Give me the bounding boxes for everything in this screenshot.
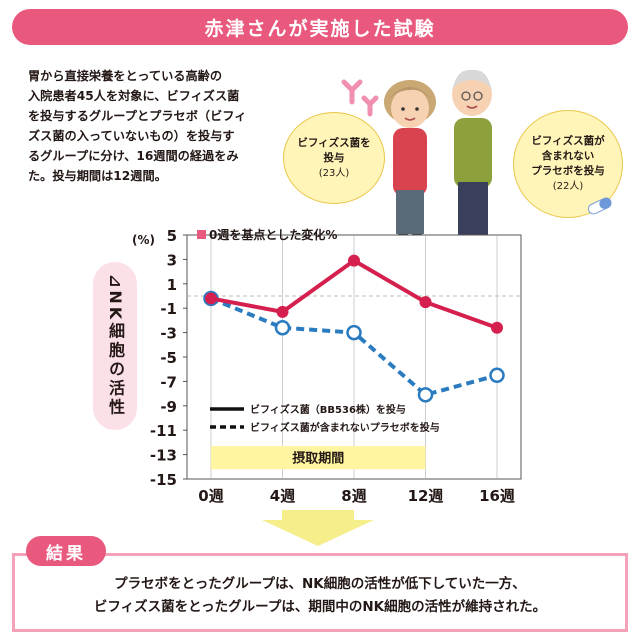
y-tick-label: -3 [160,325,177,343]
intro-line: 入院患者45人を対象に、ビフィズス菌 [28,89,240,103]
result-box: プラセボをとったグループは、NK細胞の活性が低下していた一方、 ビフィズス菌をと… [12,553,628,632]
legend: ビフィズス菌（BB536株）を投与 ビフィズス菌が含まれないプラセボを投与 [210,403,440,434]
bacteria-icon [341,79,379,117]
legend-title: 0週を基点とした変化% [209,227,337,242]
legend-swatch [197,230,206,239]
x-tick-label: 4週 [270,487,295,505]
intake-period-band [211,446,426,470]
x-tick-label: 8週 [341,487,366,505]
x-tick-label: 0週 [198,487,223,505]
bubble-right-line3: プラセボを投与 [531,165,605,177]
y-tick-label: 3 [167,251,177,269]
bubble-right-count: (22人) [552,181,584,192]
result-label-text: 結果 [46,543,86,564]
bubble-left-line1: ビフィズス菌を [297,136,371,149]
page-title: 赤津さんが実施した試験 [204,17,436,40]
down-arrow-icon [262,510,374,546]
bubble-right-line1: ビフィズス菌が [531,135,605,147]
result-line: ビフィズス菌をとったグループは、期間中のNK細胞の活性が維持された。 [93,598,547,615]
data-point [346,324,362,341]
bubble-bifidus-group: ビフィズス菌を 投与 (23人) [283,112,385,204]
data-point [205,292,217,305]
legend-series-1: ビフィズス菌（BB536株）を投与 [250,403,406,416]
y-tick-label: -5 [160,349,177,367]
result-line: プラセボをとったグループは、NK細胞の活性が低下していた一方、 [114,575,526,592]
y-tick-label: 1 [167,276,177,294]
intro-line: ズス菌の入っていないもの）を投与す [28,129,235,143]
y-axis-title-text: ⊿NK細胞の活性 [106,274,125,418]
y-tick-label: -11 [150,422,177,440]
y-tick-label: -7 [160,373,177,391]
grid-layer [187,235,521,479]
man-figure [452,69,492,243]
elderly-couple-illustration [341,69,492,243]
y-tick-label: -1 [160,300,177,318]
series-layer [203,254,505,403]
result-label: 結果 [26,536,106,566]
legend-series-2: ビフィズス菌が含まれないプラセボを投与 [250,421,440,434]
data-point [417,387,434,403]
data-point [419,296,432,309]
intro-line: を投与するグループとプラセボ（ビフィ [28,109,247,123]
intro-line: た。投与期間は12週間。 [28,169,167,183]
capsule-icon [587,197,612,215]
data-point [276,305,289,318]
intro-text: 胃から直接栄養をとっている高齢の 入院患者45人を対象に、ビフィズス菌 を投与す… [28,66,276,186]
x-tick-labels: 0週 4週 8週 12週 16週 [198,487,515,505]
woman-figure [384,80,436,241]
data-point [348,254,360,267]
data-point [489,367,505,384]
bubble-left-line2: 投与 [323,151,345,164]
x-tick-label: 16週 [479,487,515,505]
x-tick-label: 12週 [408,487,444,505]
data-point [274,319,291,336]
y-unit-label: (%) [132,233,155,247]
data-point [491,321,503,334]
y-tick-label: -13 [150,447,177,465]
y-tick-label: -15 [150,471,177,489]
y-axis-label: NK細胞の活性 [106,290,125,418]
intake-period-label: 摂取期間 [292,451,344,467]
y-tick-label: -9 [160,398,177,416]
y-tick-label: 5 [167,227,177,245]
title-banner: 赤津さんが実施した試験 [12,9,628,45]
intro-line: 胃から直接栄養をとっている高齢の [28,69,223,83]
bubble-left-count: (23人) [318,167,350,179]
y-tick-labels: 5 3 1 -1 -3 -5 -7 -9 -11 -13 -15 [150,227,187,489]
intro-line: るグループに分け、16週間の経過をみ [28,149,239,163]
y-axis-title: ⊿NK細胞の活性 [93,262,137,430]
bubble-right-line2: 含まれない [541,150,595,162]
